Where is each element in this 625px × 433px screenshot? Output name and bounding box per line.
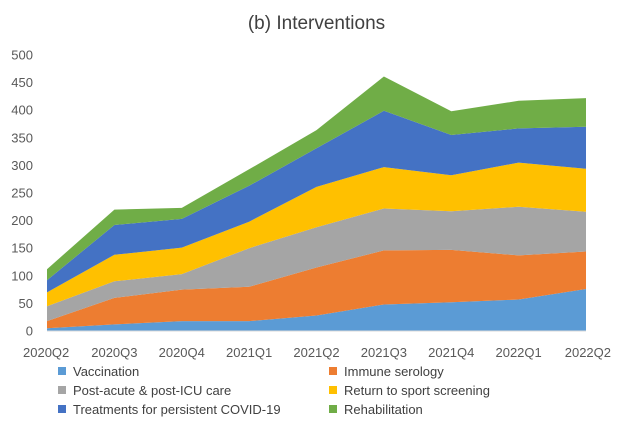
area-post-acute-post-icu-care: [47, 206, 586, 322]
x-tick-label: 2021Q3: [361, 345, 407, 360]
y-tick-label: 400: [11, 103, 33, 118]
legend-label: Return to sport screening: [344, 383, 490, 398]
area-rehabilitation: [47, 76, 586, 281]
legend-swatch: [329, 386, 337, 394]
y-tick-label: 50: [19, 296, 33, 311]
x-tick-label: 2022Q1: [495, 345, 541, 360]
area-vaccination: [47, 289, 586, 331]
y-tick-label: 150: [11, 241, 33, 256]
legend-label: Post-acute & post-ICU care: [73, 383, 231, 398]
legend-label: Immune serology: [344, 364, 444, 379]
legend-swatch: [58, 405, 66, 413]
legend-item-rehabilitation: Rehabilitation: [329, 402, 423, 417]
y-tick-label: 450: [11, 75, 33, 90]
y-tick-label: 100: [11, 268, 33, 283]
x-axis-ticks: 2020Q2 2020Q3 2020Q4 2021Q1 2021Q2 2021Q3 2021…: [23, 345, 611, 360]
y-tick-label: 350: [11, 130, 33, 145]
chart-title: (b) Interventions: [248, 13, 385, 34]
area-return-to-sport-screening: [47, 162, 586, 307]
y-tick-label: 200: [11, 213, 33, 228]
x-tick-label: 2022Q2: [565, 345, 611, 360]
legend-label: Rehabilitation: [344, 402, 423, 417]
legend-item-return-to-sport-screening: Return to sport screening: [329, 383, 490, 398]
legend-item-post-acute-post-icu-care: Post-acute & post-ICU care: [58, 383, 231, 398]
area-treatments-for-persistent-covid-19: [47, 110, 586, 293]
area-layer: [47, 76, 586, 331]
legend-item-immune-serology: Immune serology: [329, 364, 444, 379]
legend-item-vaccination: Vaccination: [58, 364, 139, 379]
legend-swatch: [329, 367, 337, 375]
x-tick-label: 2021Q2: [293, 345, 339, 360]
legend-swatch: [58, 386, 66, 394]
y-tick-label: 250: [11, 186, 33, 201]
legend-swatch: [58, 367, 66, 375]
x-tick-label: 2021Q1: [226, 345, 272, 360]
y-tick-label: 300: [11, 158, 33, 173]
x-tick-label: 2020Q4: [159, 345, 205, 360]
area-immune-serology: [47, 249, 586, 329]
y-tick-label: 0: [26, 324, 33, 339]
legend: Vaccination Immune serology Post-acute & p…: [58, 364, 490, 417]
legend-label: Vaccination: [73, 364, 139, 379]
legend-swatch: [329, 405, 337, 413]
y-tick-label: 500: [11, 48, 33, 63]
x-tick-label: 2020Q3: [91, 345, 137, 360]
x-tick-label: 2020Q2: [23, 345, 69, 360]
legend-item-treatments-for-persistent-covid-19: Treatments for persistent COVID-19: [58, 402, 281, 417]
x-tick-label: 2021Q4: [428, 345, 474, 360]
legend-label: Treatments for persistent COVID-19: [73, 402, 281, 417]
y-axis-ticks: 0 50 100 150 200 250 300 350 400 450 500: [11, 48, 33, 339]
